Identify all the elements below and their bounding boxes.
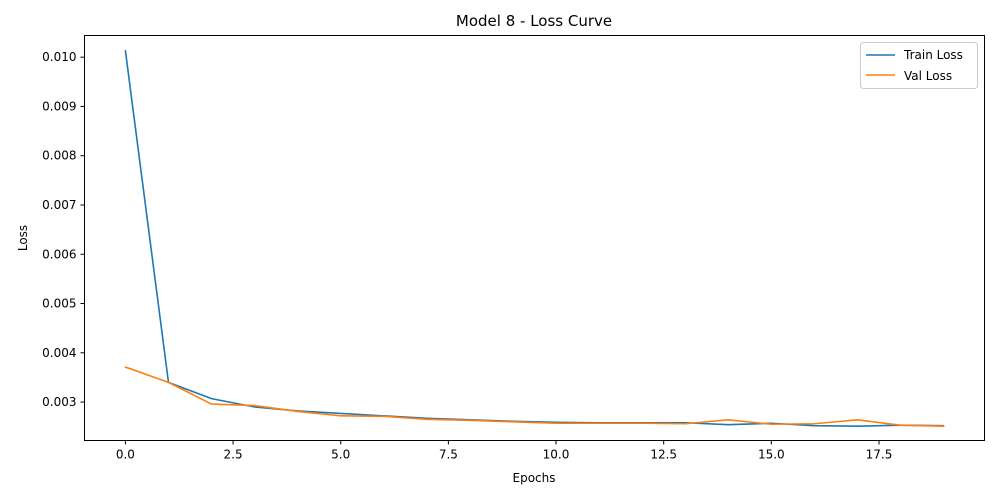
x-tick-label: 12.5 bbox=[650, 448, 677, 462]
x-tick-label: 17.5 bbox=[866, 448, 893, 462]
y-tick-label: 0.009 bbox=[42, 99, 76, 113]
chart-title: Model 8 - Loss Curve bbox=[456, 12, 612, 30]
legend-box bbox=[860, 42, 978, 89]
y-tick-label: 0.010 bbox=[42, 50, 76, 64]
legend-label-train-loss: Train Loss bbox=[903, 48, 963, 62]
y-tick-label: 0.008 bbox=[42, 149, 76, 163]
x-tick-label: 15.0 bbox=[758, 448, 785, 462]
y-tick-label: 0.004 bbox=[42, 346, 76, 360]
x-axis: 0.0 2.5 5.0 7.5 10.0 12.5 15.0 17.5 bbox=[116, 440, 893, 462]
x-axis-label: Epochs bbox=[513, 471, 556, 485]
y-tick-label: 0.005 bbox=[42, 297, 76, 311]
x-tick-label: 2.5 bbox=[224, 448, 243, 462]
series-line-val-loss bbox=[124, 366, 945, 428]
y-tick-label: 0.003 bbox=[42, 395, 76, 409]
x-tick-label: 0.0 bbox=[116, 448, 135, 462]
y-axis-label: Loss bbox=[16, 225, 30, 251]
plot-frame bbox=[84, 35, 985, 441]
y-tick-label: 0.007 bbox=[42, 198, 76, 212]
legend: Train Loss Val Loss bbox=[860, 42, 978, 89]
x-tick-label: 5.0 bbox=[331, 448, 350, 462]
x-tick-label: 7.5 bbox=[439, 448, 458, 462]
series-lines bbox=[124, 49, 945, 428]
legend-label-val-loss: Val Loss bbox=[904, 69, 952, 83]
y-axis: 0.003 0.004 0.005 0.006 0.007 0.008 0.009 0.010 bbox=[42, 50, 85, 409]
series-line-train-loss bbox=[124, 49, 945, 428]
x-tick-label: 10.0 bbox=[543, 448, 570, 462]
y-tick-label: 0.006 bbox=[42, 247, 76, 261]
